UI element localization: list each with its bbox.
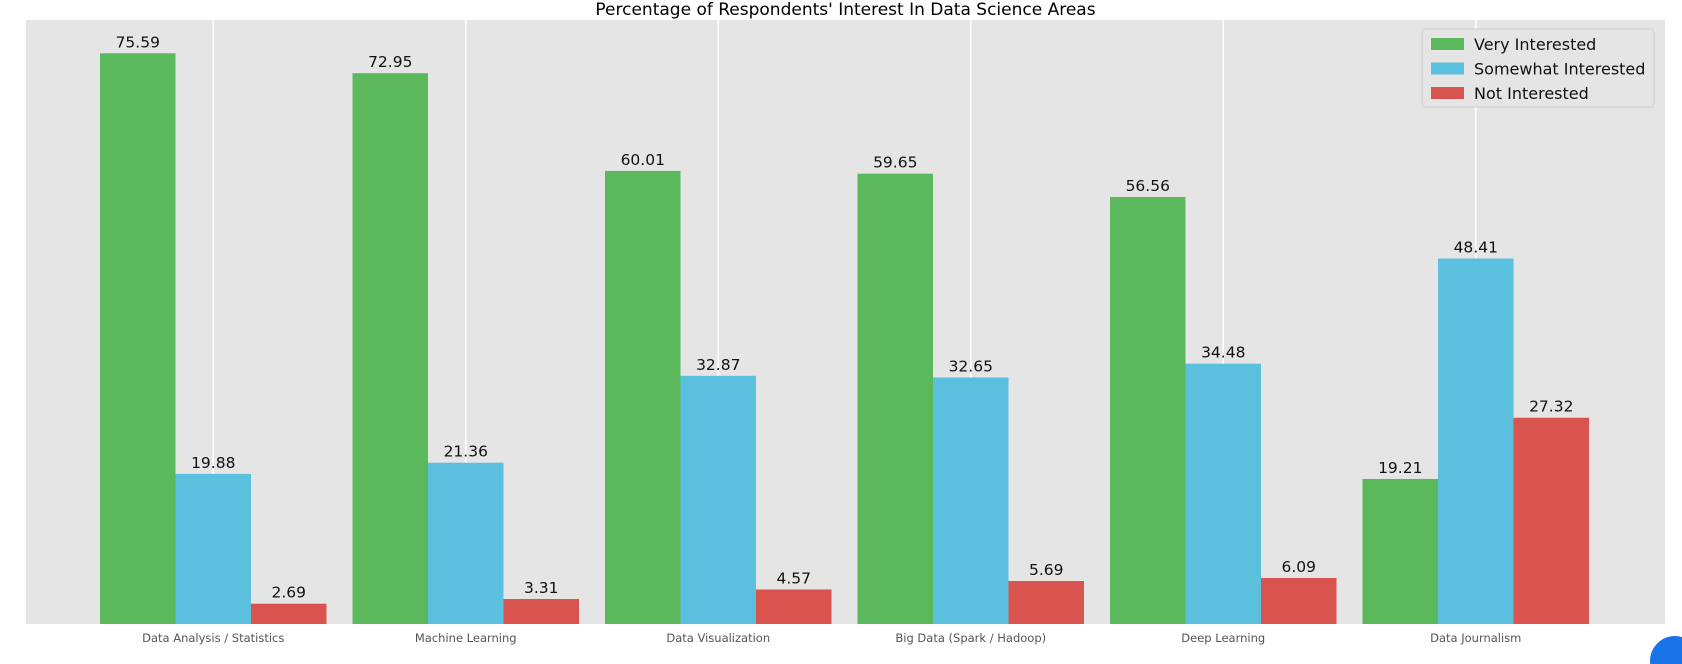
bar: [428, 462, 504, 624]
data-label: 19.21: [1378, 459, 1422, 477]
data-label: 75.59: [116, 33, 160, 51]
bar: [251, 603, 327, 624]
legend: Very Interested Somewhat Interested Not In…: [1421, 28, 1655, 108]
bar: [857, 173, 933, 624]
x-tick-label: Data Visualization: [666, 631, 770, 645]
bar: [352, 73, 428, 625]
legend-label: Very Interested: [1474, 35, 1596, 54]
legend-swatch: [1431, 38, 1464, 50]
bars: [100, 53, 1589, 625]
bar: [1185, 363, 1261, 624]
data-label: 4.57: [776, 569, 811, 587]
data-label: 21.36: [444, 443, 488, 461]
data-label: 32.65: [949, 357, 993, 375]
legend-swatch: [1431, 87, 1464, 99]
x-tick-labels: Data Analysis / Statistics Machine Learni…: [142, 631, 1521, 645]
bar: [1008, 581, 1084, 624]
legend-swatch: [1431, 62, 1464, 75]
value-labels: 75.59 19.88 2.69 72.95 21.36 3.31 60.01 32.87 4.…: [116, 33, 1574, 601]
bar: [1438, 258, 1514, 624]
bar: [1513, 417, 1589, 624]
bar: [605, 170, 681, 624]
legend-label: Not Interested: [1474, 84, 1589, 103]
data-label: 6.09: [1281, 558, 1316, 576]
x-tick-label: Deep Learning: [1181, 631, 1265, 645]
bar: [1110, 196, 1186, 625]
data-label: 19.88: [191, 454, 235, 472]
data-label: 34.48: [1201, 344, 1245, 362]
data-label: 72.95: [368, 53, 412, 71]
x-tick-label: Data Journalism: [1430, 631, 1521, 645]
data-label: 60.01: [621, 151, 665, 169]
bar: [933, 377, 1009, 624]
x-tick-label: Big Data (Spark / Hadoop): [895, 631, 1046, 645]
data-label: 5.69: [1029, 561, 1064, 579]
bar: [1362, 478, 1438, 624]
data-label: 32.87: [696, 356, 740, 374]
data-label: 59.65: [873, 154, 917, 172]
bar: [1261, 578, 1337, 624]
legend-frame: [1421, 28, 1655, 108]
data-label: 48.41: [1454, 239, 1498, 257]
bar: [680, 375, 756, 624]
bar: [100, 53, 176, 624]
x-tick-label: Data Analysis / Statistics: [142, 631, 284, 645]
bar: [756, 589, 832, 624]
data-label: 3.31: [524, 579, 559, 597]
legend-label: Somewhat Interested: [1474, 60, 1645, 79]
bar: [503, 599, 579, 624]
data-label: 2.69: [271, 584, 306, 602]
chart-title: Percentage of Respondents' Interest In D…: [595, 0, 1095, 20]
data-label: 56.56: [1126, 177, 1170, 195]
x-tick-label: Machine Learning: [415, 631, 517, 645]
bar: [175, 473, 251, 624]
data-label: 27.32: [1529, 398, 1573, 416]
